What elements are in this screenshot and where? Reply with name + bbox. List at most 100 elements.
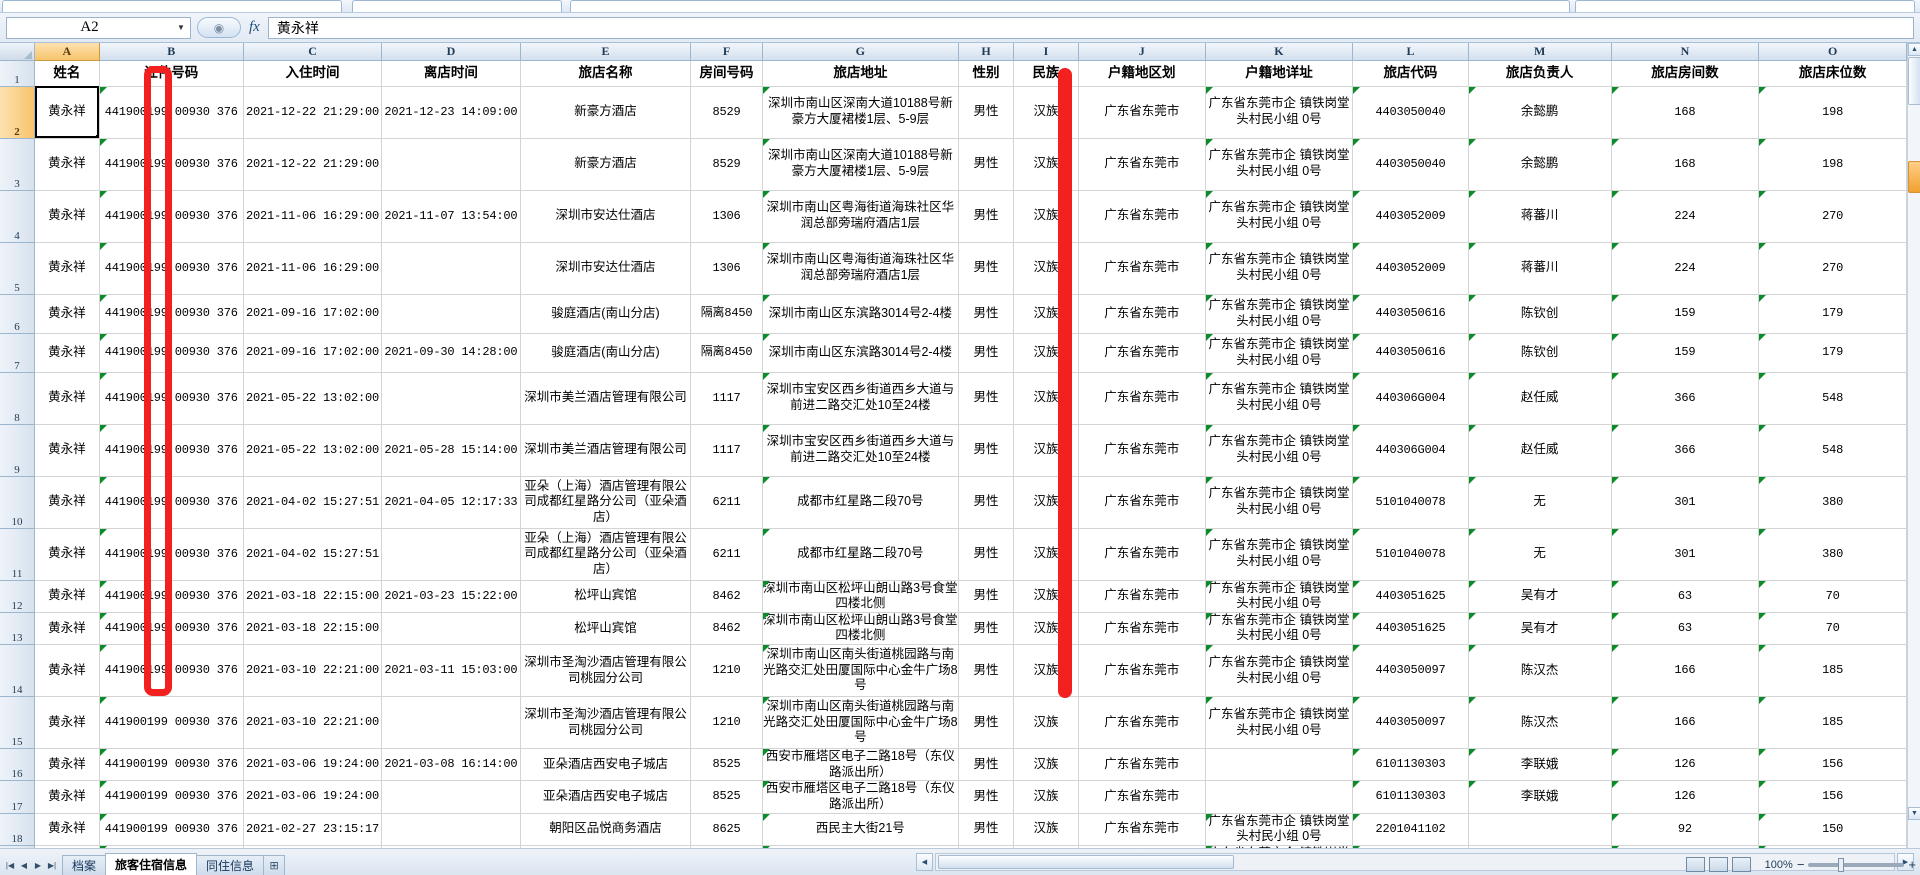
- cell-F10[interactable]: 6211: [690, 476, 763, 529]
- row-header-15[interactable]: 15: [0, 696, 36, 749]
- cell-J5[interactable]: 广东省东莞市: [1078, 242, 1206, 295]
- table-row[interactable]: 16 黄永祥 441900199 00930 376 2021-03-06 19:24…: [0, 748, 1907, 782]
- cell-A2[interactable]: 黄永祥: [34, 86, 100, 139]
- cell-K19[interactable]: 广东省东莞市企 镇铁岗堂头村民小组 0号: [1205, 845, 1354, 848]
- cell-N8[interactable]: 366: [1611, 372, 1760, 425]
- cell-O5[interactable]: 270: [1758, 242, 1907, 295]
- cell-C9[interactable]: 2021-05-22 13:02:00: [243, 424, 383, 477]
- cell-C15[interactable]: 2021-03-10 22:21:00: [243, 696, 383, 749]
- cell-E19[interactable]: 朝阳区品悦商务酒店: [520, 845, 692, 848]
- row-header-18[interactable]: 18: [0, 813, 36, 846]
- cell-A16[interactable]: 黄永祥: [34, 748, 100, 782]
- cell-J13[interactable]: 广东省东莞市: [1078, 612, 1206, 646]
- row-header-10[interactable]: 10: [0, 476, 36, 529]
- cell-J17[interactable]: 广东省东莞市: [1078, 780, 1206, 814]
- row-header-14[interactable]: 14: [0, 644, 36, 697]
- cell-B14[interactable]: 441900199 00930 376: [99, 644, 244, 697]
- table-row[interactable]: 7 黄永祥 441900199 00930 376 2021-09-16 17:02:…: [0, 333, 1907, 373]
- cell-C13[interactable]: 2021-03-18 22:15:00: [243, 612, 383, 646]
- zoom-in-icon[interactable]: +: [1908, 857, 1916, 872]
- cell-K16[interactable]: [1205, 748, 1354, 782]
- table-row[interactable]: 9 黄永祥 441900199 00930 376 2021-05-22 13:02:…: [0, 424, 1907, 477]
- row-header-1[interactable]: 1: [0, 60, 36, 87]
- hscroll-left-icon[interactable]: ◀: [916, 853, 933, 871]
- cell-N11[interactable]: 301: [1611, 528, 1760, 581]
- cell-E12[interactable]: 松坪山宾馆: [520, 580, 692, 613]
- row-header-9[interactable]: 9: [0, 424, 36, 477]
- cell-D5[interactable]: [381, 242, 521, 295]
- cell-E4[interactable]: 深圳市安达仕酒店: [520, 190, 692, 243]
- cell-A12[interactable]: 黄永祥: [34, 580, 100, 613]
- column-header-m[interactable]: M: [1468, 43, 1612, 61]
- cell-J6[interactable]: 广东省东莞市: [1078, 294, 1206, 334]
- cell-A9[interactable]: 黄永祥: [34, 424, 100, 477]
- cell-E16[interactable]: 亚朵酒店西安电子城店: [520, 748, 692, 782]
- cell-G16[interactable]: 西安市雁塔区电子二路18号（东仪路派出所）: [762, 748, 959, 782]
- cell-N15[interactable]: 166: [1611, 696, 1760, 749]
- page-break-view-icon[interactable]: [1731, 857, 1751, 872]
- ribbon-tab-remnant-4[interactable]: [1575, 0, 1915, 12]
- cell-K5[interactable]: 广东省东莞市企 镇铁岗堂头村民小组 0号: [1205, 242, 1354, 295]
- cell-M10[interactable]: 无: [1468, 476, 1612, 529]
- cell-J4[interactable]: 广东省东莞市: [1078, 190, 1206, 243]
- cell-D11[interactable]: [381, 528, 521, 581]
- cell-J16[interactable]: 广东省东莞市: [1078, 748, 1206, 782]
- cell-N3[interactable]: 168: [1611, 138, 1760, 191]
- cell-E18[interactable]: 朝阳区品悦商务酒店: [520, 813, 692, 846]
- horizontal-scroll-thumb[interactable]: [938, 855, 1234, 869]
- cell-N13[interactable]: 63: [1611, 612, 1760, 646]
- cell-G2[interactable]: 深圳市南山区深南大道10188号新豪方大厦裙楼1层、5-9层: [762, 86, 959, 139]
- cell-F17[interactable]: 8525: [690, 780, 763, 814]
- table-row[interactable]: 15 黄永祥 441900199 00930 376 2021-03-10 22:21…: [0, 696, 1907, 749]
- cell-C19[interactable]: 2021-02-27 23:15:17: [243, 845, 383, 848]
- row-header-4[interactable]: 4: [0, 190, 36, 243]
- cell-K12[interactable]: 广东省东莞市企 镇铁岗堂头村民小组 0号: [1205, 580, 1354, 613]
- cell-J7[interactable]: 广东省东莞市: [1078, 333, 1206, 373]
- cell-M3[interactable]: 余懿鹏: [1468, 138, 1612, 191]
- table-row[interactable]: 10 黄永祥 441900199 00930 376 2021-04-02 15:27…: [0, 476, 1907, 529]
- zoom-slider[interactable]: [1808, 857, 1905, 872]
- cell-I3[interactable]: 汉族: [1013, 138, 1079, 191]
- cell-C5[interactable]: 2021-11-06 16:29:00: [243, 242, 383, 295]
- cell-O18[interactable]: 150: [1758, 813, 1907, 846]
- cell-B6[interactable]: 441900199 00930 376: [99, 294, 244, 334]
- cell-O13[interactable]: 70: [1758, 612, 1907, 646]
- cell-G17[interactable]: 西安市雁塔区电子二路18号（东仪路派出所）: [762, 780, 959, 814]
- cell-J8[interactable]: 广东省东莞市: [1078, 372, 1206, 425]
- cell-E10[interactable]: 亚朵（上海）酒店管理有限公司成都红星路分公司（亚朵酒店）: [520, 476, 692, 529]
- cell-C11[interactable]: 2021-04-02 15:27:51: [243, 528, 383, 581]
- cell-G11[interactable]: 成都市红星路二段70号: [762, 528, 959, 581]
- cell-I19[interactable]: 汉族: [1013, 845, 1079, 848]
- column-header-n[interactable]: N: [1611, 43, 1760, 61]
- cell-F9[interactable]: 1117: [690, 424, 763, 477]
- column-header-b[interactable]: B: [99, 43, 244, 61]
- cell-I7[interactable]: 汉族: [1013, 333, 1079, 373]
- cell-J14[interactable]: 广东省东莞市: [1078, 644, 1206, 697]
- cell-L6[interactable]: 4403050616: [1352, 294, 1469, 334]
- cell-O4[interactable]: 270: [1758, 190, 1907, 243]
- cell-C18[interactable]: 2021-02-27 23:15:17: [243, 813, 383, 846]
- cell-O10[interactable]: 380: [1758, 476, 1907, 529]
- table-row[interactable]: 11 黄永祥 441900199 00930 376 2021-04-02 15:27…: [0, 528, 1907, 581]
- cell-B17[interactable]: 441900199 00930 376: [99, 780, 244, 814]
- cell-N10[interactable]: 301: [1611, 476, 1760, 529]
- cell-N5[interactable]: 224: [1611, 242, 1760, 295]
- table-row[interactable]: 2 黄永祥 441900199 00930 376 2021-12-22 21:29:…: [0, 86, 1907, 139]
- cell-O9[interactable]: 548: [1758, 424, 1907, 477]
- row-header-8[interactable]: 8: [0, 372, 36, 425]
- cell-L17[interactable]: 6101130303: [1352, 780, 1469, 814]
- table-row[interactable]: 5 黄永祥 441900199 00930 376 2021-11-06 16:29:…: [0, 242, 1907, 295]
- cell-C2[interactable]: 2021-12-22 21:29:00: [243, 86, 383, 139]
- cell-K2[interactable]: 广东省东莞市企 镇铁岗堂头村民小组 0号: [1205, 86, 1354, 139]
- table-row[interactable]: 6 黄永祥 441900199 00930 376 2021-09-16 17:02:…: [0, 294, 1907, 334]
- cell-F2[interactable]: 8529: [690, 86, 763, 139]
- column-header-g[interactable]: G: [762, 43, 959, 61]
- chevron-down-icon[interactable]: ▼: [177, 23, 185, 32]
- cell-A8[interactable]: 黄永祥: [34, 372, 100, 425]
- cell-H13[interactable]: 男性: [958, 612, 1015, 646]
- row-header-6[interactable]: 6: [0, 294, 36, 334]
- cell-H19[interactable]: 男性: [958, 845, 1015, 848]
- cell-J11[interactable]: 广东省东莞市: [1078, 528, 1206, 581]
- cell-O3[interactable]: 198: [1758, 138, 1907, 191]
